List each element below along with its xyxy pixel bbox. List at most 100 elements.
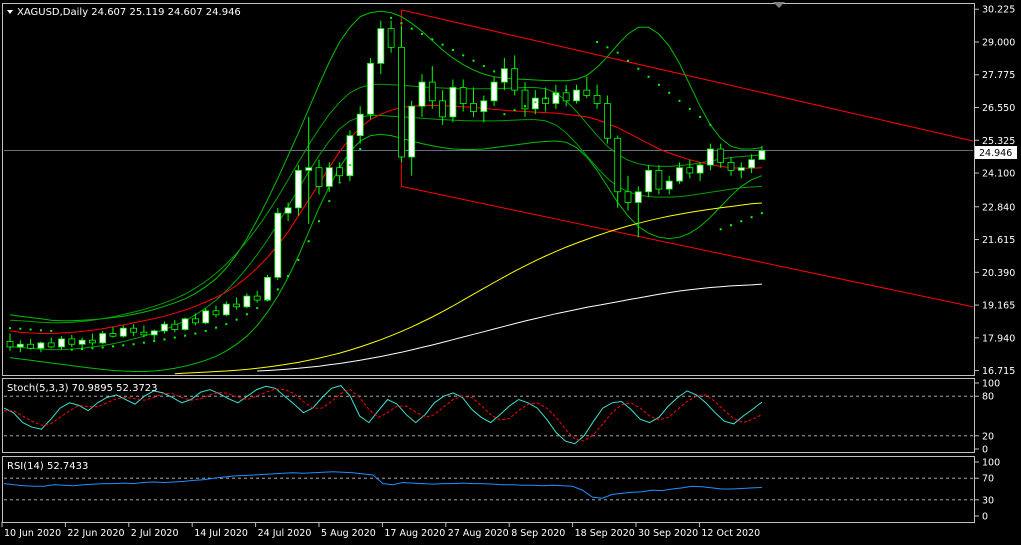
candle-bull bbox=[99, 333, 107, 344]
chart-shift-marker[interactable] bbox=[773, 2, 785, 8]
current-price-tag bbox=[975, 146, 1017, 159]
psar-dot bbox=[534, 101, 537, 104]
candle-bull bbox=[408, 105, 416, 158]
psar-dot bbox=[688, 107, 691, 110]
psar-dot bbox=[441, 43, 444, 46]
candle-bull bbox=[284, 207, 292, 214]
candle-bear bbox=[593, 95, 601, 104]
menu-triangle-icon[interactable] bbox=[7, 10, 13, 14]
stoch-pane-frame bbox=[2, 378, 975, 453]
candle-bull bbox=[305, 167, 313, 171]
candle-bull bbox=[418, 81, 426, 107]
psar-dot bbox=[81, 348, 84, 351]
ma-mid-line bbox=[174, 202, 762, 375]
psar-dot bbox=[163, 338, 166, 341]
candle-bear bbox=[47, 342, 55, 348]
price-tick-label: 21.615 bbox=[982, 235, 1015, 246]
date-tick-label: 14 Jul 2020 bbox=[194, 528, 248, 539]
candle-bull bbox=[294, 169, 302, 209]
candle-bull bbox=[161, 323, 168, 332]
rsi-tick-label: 70 bbox=[982, 474, 994, 485]
psar-dot bbox=[390, 16, 393, 19]
psar-dot bbox=[215, 326, 217, 329]
candle-bear bbox=[583, 89, 591, 96]
psar-dot bbox=[503, 113, 506, 116]
psar-dot bbox=[730, 224, 732, 227]
candle-bull bbox=[37, 342, 45, 349]
date-tick-label: 18 Sep 2020 bbox=[575, 528, 635, 539]
price-tick-label: 22.840 bbox=[982, 202, 1015, 213]
current-price-label: 24.946 bbox=[979, 148, 1012, 159]
candle-bull bbox=[500, 68, 508, 83]
candle-bull bbox=[243, 295, 251, 308]
candle-bear bbox=[459, 87, 467, 104]
psar-dot bbox=[112, 345, 114, 348]
date-tick-label: 2 Jul 2020 bbox=[131, 528, 179, 539]
psar-dot bbox=[606, 46, 609, 49]
candle-bear bbox=[171, 323, 179, 330]
candle-bear bbox=[717, 148, 725, 163]
psar-dot bbox=[709, 123, 712, 126]
candle-bear bbox=[439, 100, 447, 118]
date-tick-label: 10 Jun 2020 bbox=[4, 528, 61, 539]
price-tick-label: 25.325 bbox=[982, 136, 1015, 147]
candle-bull bbox=[634, 191, 642, 203]
psar-dot bbox=[616, 51, 619, 54]
candle-bear bbox=[140, 331, 148, 336]
psar-dot bbox=[668, 91, 671, 94]
stoch-tick-label: 20 bbox=[982, 431, 994, 442]
psar-dot bbox=[400, 22, 403, 25]
candle-bear bbox=[624, 191, 632, 203]
psar-dot bbox=[132, 343, 135, 346]
candle-bull bbox=[119, 327, 127, 337]
candle-bull bbox=[449, 87, 457, 118]
candle-bull bbox=[552, 92, 560, 104]
envelope-upper-line bbox=[9, 83, 762, 324]
candle-bull bbox=[356, 113, 364, 137]
psar-dot bbox=[122, 344, 125, 347]
candle-bear bbox=[655, 169, 663, 190]
candle-bull bbox=[480, 100, 488, 112]
candle-bear bbox=[686, 167, 694, 174]
psar-dot bbox=[225, 323, 228, 326]
psar-dot bbox=[699, 115, 702, 118]
main-pane-frame bbox=[2, 3, 975, 376]
candle-bear bbox=[521, 89, 529, 110]
psar-dot bbox=[554, 93, 557, 96]
candle-bull bbox=[346, 135, 354, 177]
psar-dot bbox=[637, 67, 640, 70]
psar-dot bbox=[493, 70, 496, 73]
candle-bear bbox=[191, 318, 199, 324]
candle-bull bbox=[150, 330, 158, 336]
trendline-1 bbox=[401, 9, 974, 142]
psar-dot bbox=[719, 228, 722, 231]
date-tick-label: 8 Sep 2020 bbox=[511, 528, 565, 539]
candle-bear bbox=[6, 341, 14, 348]
candle-bull bbox=[573, 89, 580, 102]
stoch-header: Stoch(5,3,3) 70.9895 52.3723 bbox=[7, 383, 158, 394]
candle-bull bbox=[264, 276, 271, 301]
psar-dot bbox=[596, 40, 599, 43]
psar-dot bbox=[318, 220, 320, 223]
psar-dot bbox=[565, 89, 568, 92]
psar-dot bbox=[750, 216, 753, 219]
psar-dot bbox=[472, 59, 475, 62]
psar-dot bbox=[153, 340, 156, 343]
psar-dot bbox=[348, 164, 351, 167]
date-tick-label: 30 Sep 2020 bbox=[638, 528, 698, 539]
psar-dot bbox=[760, 212, 763, 215]
psar-dot bbox=[50, 329, 53, 332]
candle-bear bbox=[253, 295, 261, 301]
psar-dot bbox=[29, 328, 32, 331]
psar-dot bbox=[256, 307, 259, 310]
bollinger-lower-line bbox=[9, 133, 763, 372]
psar-dot bbox=[235, 318, 238, 321]
psar-dot bbox=[39, 329, 42, 332]
psar-dot bbox=[184, 334, 187, 337]
candle-bull bbox=[16, 343, 24, 348]
date-tick-label: 5 Aug 2020 bbox=[321, 528, 376, 539]
psar-dot bbox=[524, 105, 526, 108]
psar-dot bbox=[647, 75, 650, 78]
